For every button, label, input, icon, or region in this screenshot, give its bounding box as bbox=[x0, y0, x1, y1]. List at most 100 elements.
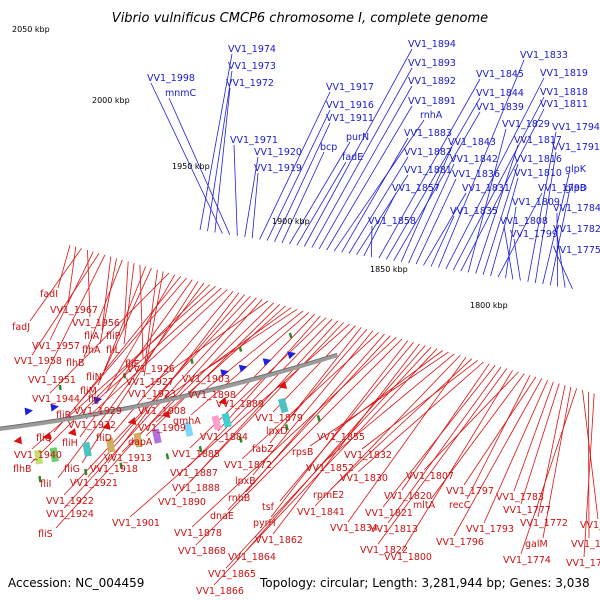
reverse-leader-line bbox=[583, 393, 595, 558]
reverse-gene-label: VV1_1926 bbox=[127, 364, 175, 375]
reverse-gene-label: VV1_1884 bbox=[200, 432, 248, 443]
forward-leader-line bbox=[311, 67, 413, 248]
gc-skew-mark bbox=[119, 462, 123, 469]
forward-gene-arrow bbox=[220, 369, 229, 378]
reverse-gene-label: VV1_1796 bbox=[436, 537, 484, 548]
forward-leader-line bbox=[527, 131, 557, 282]
forward-leader-line bbox=[348, 156, 409, 254]
forward-gene-label: VV1_1971 bbox=[230, 135, 278, 146]
forward-leader-line bbox=[266, 109, 331, 241]
reverse-leader-line bbox=[483, 380, 548, 524]
reverse-gene-label: VV1_1772 bbox=[520, 518, 568, 529]
reverse-gene-label: fliM bbox=[80, 386, 97, 397]
reverse-leader-line bbox=[537, 385, 566, 518]
forward-leader-line bbox=[341, 137, 409, 253]
reverse-leader-line bbox=[357, 361, 484, 473]
reverse-leader-line bbox=[190, 312, 310, 416]
reverse-gene-label: VV1_1913 bbox=[104, 453, 152, 464]
gc-block bbox=[105, 437, 116, 453]
reverse-gene-label: rpsB bbox=[292, 447, 313, 458]
forward-leader-line bbox=[556, 254, 573, 289]
gc-skew-mark bbox=[198, 445, 203, 453]
gc-skew-mark bbox=[84, 468, 88, 476]
reverse-gene-label: rpmE2 bbox=[313, 490, 344, 501]
forward-leader-line bbox=[168, 97, 231, 235]
reverse-gene-label: VV1_1774 bbox=[503, 555, 551, 566]
forward-gene-label: VV1_1816 bbox=[514, 154, 562, 165]
forward-leader-line bbox=[363, 192, 397, 257]
forward-gene-label: VV1_1883 bbox=[404, 128, 452, 139]
reverse-leader-line bbox=[241, 332, 379, 460]
forward-leader-line bbox=[274, 122, 331, 242]
gc-block bbox=[278, 397, 289, 414]
reverse-gene-label: VV1_1822 bbox=[360, 545, 408, 556]
forward-gene-label: VV1_1917 bbox=[326, 82, 374, 93]
reverse-gene-label: VV1_1872 bbox=[224, 460, 272, 471]
reverse-gene-label: VV1_1855 bbox=[317, 432, 365, 443]
forward-gene-label: VV1_1819 bbox=[540, 68, 588, 79]
forward-leader-line bbox=[556, 233, 566, 288]
reverse-gene-label: flhB bbox=[66, 358, 85, 369]
reverse-gene-label: VV1_1944 bbox=[32, 394, 80, 405]
reverse-gene-label: VV1_1834 bbox=[330, 523, 378, 534]
forward-gene-label: VV1_1799 bbox=[510, 229, 558, 240]
forward-leader-line bbox=[430, 215, 455, 267]
reverse-gene-label: VV1_1967 bbox=[50, 305, 98, 316]
forward-leader-line bbox=[556, 212, 558, 287]
reverse-gene-label: VV1_1807 bbox=[406, 471, 454, 482]
reverse-leader-line bbox=[53, 277, 187, 433]
reverse-gene-label: VV1_1887 bbox=[170, 468, 218, 479]
reverse-leader-line bbox=[155, 307, 292, 406]
forward-gene-label: fadE bbox=[342, 152, 363, 163]
reverse-gene-label: fabZ bbox=[252, 444, 274, 455]
forward-leader-line bbox=[503, 225, 514, 280]
forward-leader-line bbox=[513, 238, 521, 281]
reverse-gene-label: VV1_1879 bbox=[255, 413, 303, 424]
forward-leader-line bbox=[505, 206, 517, 279]
scale-label-1950-kbp: 1950 kbp bbox=[172, 162, 210, 171]
forward-gene-label: VV1_1836 bbox=[452, 169, 500, 180]
reverse-gene-label: fliD bbox=[96, 433, 112, 444]
forward-gene-label: purN bbox=[346, 132, 369, 143]
forward-gene-labels: VV1_1974 VV1_1973 VV1_1972 VV1_1998 mnmC VV1_… bbox=[147, 39, 600, 256]
reverse-gene-label: VV1_1958 bbox=[14, 356, 62, 367]
reverse-leader-line bbox=[91, 287, 222, 406]
reverse-gene-label: lpxD bbox=[266, 426, 288, 437]
reverse-gene-label: VV1_1918 bbox=[90, 464, 138, 475]
reverse-leader-line bbox=[85, 289, 228, 420]
reverse-gene-label: fliL bbox=[106, 345, 121, 356]
forward-gene-label: glpD bbox=[565, 183, 587, 194]
forward-leader-line bbox=[400, 146, 453, 262]
genome-summary: Topology: circular; Length: 3,281,944 bp… bbox=[259, 576, 590, 590]
gc-skew-track bbox=[38, 415, 321, 483]
reverse-gene-label: VV1_1909 bbox=[138, 423, 186, 434]
gc-skew-mark bbox=[284, 424, 289, 431]
gc-block bbox=[133, 432, 143, 448]
reverse-leader-line bbox=[189, 317, 327, 449]
reverse-leader-line bbox=[31, 252, 100, 356]
gc-block bbox=[34, 449, 43, 465]
reverse-gene-arrow bbox=[278, 381, 288, 389]
forward-leader-line bbox=[289, 141, 351, 245]
forward-gene-label: glpK bbox=[565, 164, 587, 175]
reverse-leader-line bbox=[45, 254, 106, 375]
reverse-gene-arrow bbox=[101, 422, 111, 430]
forward-leader-line bbox=[385, 97, 481, 260]
reverse-leader-line bbox=[144, 269, 158, 364]
reverse-leader-line bbox=[377, 368, 508, 545]
reverse-gene-label: VV1_1885 bbox=[172, 449, 220, 460]
reverse-leader-line bbox=[99, 258, 117, 345]
reverse-leader-line bbox=[189, 320, 339, 483]
reverse-gene-arrow bbox=[161, 410, 171, 418]
reverse-gene-label: fliQ bbox=[36, 433, 52, 444]
reverse-gene-label: VV1_1957 bbox=[32, 341, 80, 352]
reverse-gene-label: VV1_1783 bbox=[496, 492, 544, 503]
forward-gene-label: VV1_1892 bbox=[408, 76, 456, 87]
forward-gene-label: VV1_1798 bbox=[538, 183, 586, 194]
forward-leader-line bbox=[233, 144, 238, 236]
scale-label-1850-kbp: 1850 kbp bbox=[370, 265, 408, 274]
gc-skew-mark bbox=[165, 453, 170, 460]
reverse-leader-line bbox=[67, 246, 77, 305]
reverse-gene-label: VV1_1841 bbox=[297, 507, 345, 518]
